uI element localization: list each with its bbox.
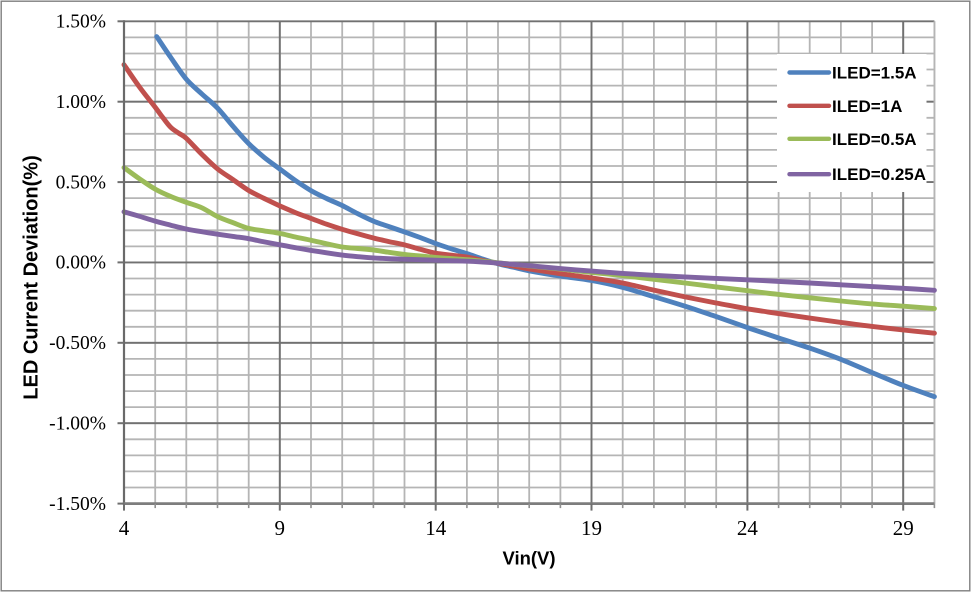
svg-text:14: 14 [425, 516, 447, 540]
svg-text:1.50%: 1.50% [56, 12, 106, 33]
svg-text:ILED=0.25A: ILED=0.25A [832, 165, 926, 184]
svg-text:1.00%: 1.00% [56, 92, 106, 113]
svg-text:9: 9 [275, 516, 286, 540]
svg-text:0.50%: 0.50% [56, 172, 106, 193]
svg-text:19: 19 [581, 516, 602, 540]
svg-text:ILED=0.5A: ILED=0.5A [832, 130, 917, 149]
svg-text:0.00%: 0.00% [56, 253, 106, 274]
svg-text:ILED=1.5A: ILED=1.5A [832, 64, 917, 83]
svg-text:ILED=1A: ILED=1A [832, 97, 902, 116]
svg-text:24: 24 [737, 516, 759, 540]
svg-text:-1.00%: -1.00% [49, 413, 106, 434]
svg-text:4: 4 [119, 516, 130, 540]
svg-text:LED Current Deviation(%): LED Current Deviation(%) [21, 155, 43, 399]
svg-text:-0.50%: -0.50% [49, 333, 106, 354]
svg-text:Vin(V): Vin(V) [502, 548, 555, 569]
svg-text:29: 29 [893, 516, 914, 540]
svg-text:-1.50%: -1.50% [49, 494, 106, 515]
